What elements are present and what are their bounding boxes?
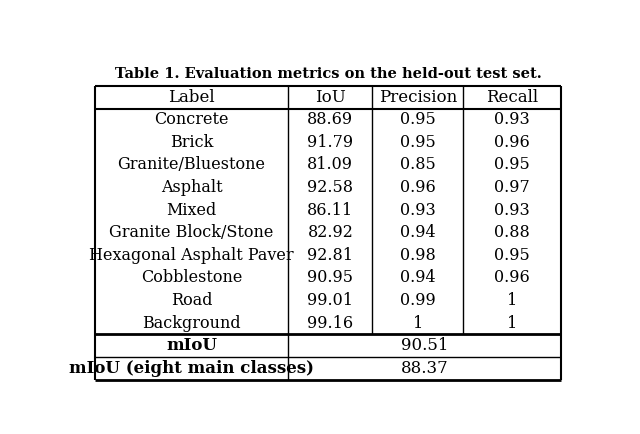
Text: Mixed: Mixed	[166, 202, 217, 219]
Text: 0.96: 0.96	[400, 179, 436, 196]
Text: 88.69: 88.69	[307, 111, 353, 128]
Text: 0.95: 0.95	[494, 247, 530, 264]
Text: Concrete: Concrete	[154, 111, 229, 128]
Text: 0.93: 0.93	[494, 202, 530, 219]
Text: 0.96: 0.96	[494, 270, 530, 286]
Text: mIoU: mIoU	[166, 337, 217, 354]
Text: 82.92: 82.92	[307, 224, 353, 241]
Text: 0.95: 0.95	[494, 157, 530, 174]
Text: Table 1. Evaluation metrics on the held-out test set.: Table 1. Evaluation metrics on the held-…	[115, 67, 541, 81]
Text: 92.58: 92.58	[307, 179, 353, 196]
Text: 0.98: 0.98	[400, 247, 436, 264]
Text: Label: Label	[168, 89, 215, 106]
Text: Granite Block/Stone: Granite Block/Stone	[109, 224, 274, 241]
Text: 0.85: 0.85	[400, 157, 436, 174]
Text: 0.93: 0.93	[400, 202, 436, 219]
Text: 1: 1	[413, 315, 423, 332]
Text: 0.94: 0.94	[400, 224, 436, 241]
Text: 0.93: 0.93	[494, 111, 530, 128]
Text: 91.79: 91.79	[307, 134, 353, 151]
Text: Background: Background	[142, 315, 241, 332]
Text: 92.81: 92.81	[307, 247, 353, 264]
Text: Cobblestone: Cobblestone	[141, 270, 243, 286]
Text: 1: 1	[507, 292, 517, 309]
Text: Asphalt: Asphalt	[161, 179, 223, 196]
Text: 0.96: 0.96	[494, 134, 530, 151]
Text: 99.01: 99.01	[307, 292, 353, 309]
Text: 88.37: 88.37	[401, 360, 449, 377]
Text: 0.88: 0.88	[494, 224, 530, 241]
Text: Hexagonal Asphalt Paver: Hexagonal Asphalt Paver	[90, 247, 294, 264]
Text: Recall: Recall	[486, 89, 538, 106]
Text: 90.95: 90.95	[307, 270, 353, 286]
Text: 0.95: 0.95	[400, 111, 436, 128]
Text: 90.51: 90.51	[401, 337, 449, 354]
Text: 86.11: 86.11	[307, 202, 353, 219]
Text: 0.99: 0.99	[400, 292, 436, 309]
Text: Brick: Brick	[170, 134, 213, 151]
Text: 99.16: 99.16	[307, 315, 353, 332]
Text: 0.97: 0.97	[494, 179, 530, 196]
Text: 1: 1	[507, 315, 517, 332]
Text: mIoU (eight main classes): mIoU (eight main classes)	[69, 360, 314, 377]
Text: 0.95: 0.95	[400, 134, 436, 151]
Text: IoU: IoU	[315, 89, 346, 106]
Text: Road: Road	[171, 292, 212, 309]
Text: Granite/Bluestone: Granite/Bluestone	[118, 157, 266, 174]
Text: Precision: Precision	[379, 89, 457, 106]
Text: 81.09: 81.09	[307, 157, 353, 174]
Text: 0.94: 0.94	[400, 270, 436, 286]
